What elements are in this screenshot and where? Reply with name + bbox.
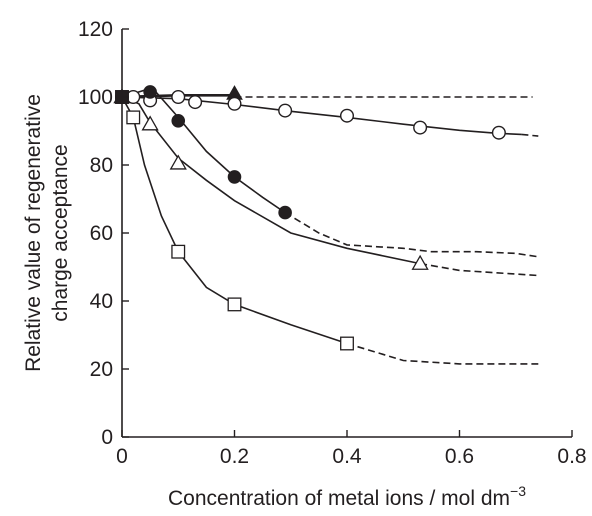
- y-tick-label: 20: [90, 358, 113, 381]
- data-point-open-circle: [491, 125, 506, 140]
- series-filled-circle-dashed-line: [284, 211, 539, 258]
- x-tick-label: 0: [116, 445, 128, 468]
- data-point-open-square: [227, 297, 242, 312]
- series-open-triangle-solid-line: [121, 96, 421, 265]
- series-open-circle-dashed-line: [521, 133, 539, 137]
- y-tick-label: 120: [78, 18, 113, 41]
- series-open-triangle-dashed-line: [419, 262, 539, 277]
- data-point-open-square: [126, 110, 141, 125]
- data-point-open-triangle: [411, 254, 429, 270]
- data-point-filled-circle: [171, 114, 186, 128]
- series-markers: [113, 85, 506, 351]
- x-axis-label: Concentration of metal ions / mol dm−3: [168, 483, 526, 510]
- data-point-open-circle: [188, 95, 203, 110]
- y-tick-label: 0: [101, 426, 113, 449]
- y-tick-label: 100: [78, 86, 113, 109]
- x-tick-label: 0.8: [557, 445, 586, 468]
- x-tick-label: 0.6: [445, 445, 474, 468]
- y-axis-label: Relative value of regenerative: [22, 94, 45, 372]
- y-ticks: 0 20 40 60 80 100 120: [78, 18, 129, 449]
- data-point-open-square: [340, 336, 354, 351]
- axes: [121, 29, 572, 438]
- y-tick-label: 60: [90, 222, 113, 245]
- series-lines: [121, 89, 539, 365]
- x-axis-label-text: Concentration of metal ions / mol dm: [168, 487, 510, 510]
- x-ticks: 0 0.2 0.4 0.6 0.8: [116, 430, 587, 468]
- x-tick-label: 0.2: [220, 445, 249, 468]
- x-axis-label-superscript: −3: [510, 483, 526, 499]
- data-point-open-circle: [171, 89, 186, 104]
- data-point-open-triangle: [169, 154, 187, 170]
- data-point-filled-circle: [227, 170, 242, 184]
- data-point-filled-circle: [278, 205, 292, 220]
- y-axis-label-2: charge acceptance: [49, 144, 72, 321]
- y-axis-label-line-2: charge acceptance: [49, 144, 72, 321]
- y-tick-label: 80: [90, 154, 113, 177]
- y-tick-label: 40: [90, 290, 113, 313]
- series-open-square-dashed-line: [346, 342, 539, 365]
- data-point-open-triangle: [141, 115, 159, 131]
- series-filled-circle-solid-line: [121, 89, 286, 214]
- data-point-open-circle: [278, 103, 293, 118]
- data-point-open-circle: [340, 108, 355, 123]
- y-axis-label-line-1: Relative value of regenerative: [22, 94, 45, 372]
- data-point-filled-circle: [143, 85, 157, 99]
- data-point-open-circle: [413, 120, 428, 135]
- data-point-open-square: [171, 244, 186, 259]
- x-tick-label: 0.4: [332, 445, 362, 468]
- data-point-open-circle: [227, 96, 242, 111]
